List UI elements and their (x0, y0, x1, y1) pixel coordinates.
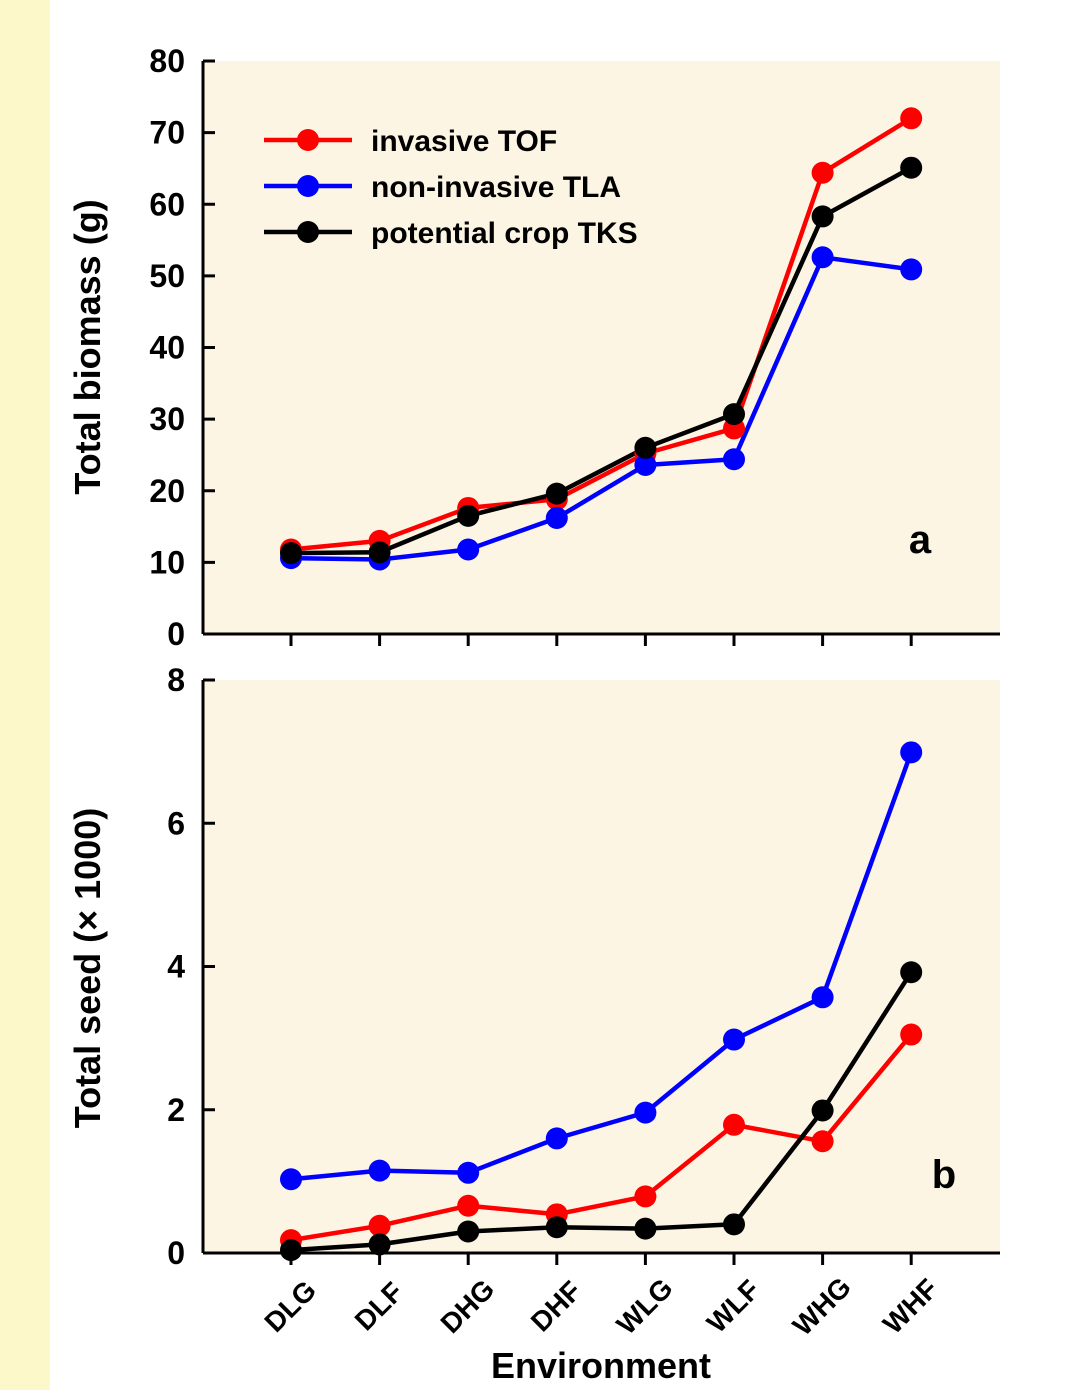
data-point (545, 482, 568, 505)
data-point (811, 1099, 834, 1122)
series-line (290, 970, 914, 1253)
data-point (634, 1185, 657, 1208)
legend-marker (297, 221, 319, 243)
data-point (368, 1233, 391, 1256)
data-point (900, 1023, 923, 1046)
data-point (634, 1101, 657, 1124)
x-tick-label: WLG (611, 1272, 679, 1340)
y-tick-label: 4 (167, 949, 185, 985)
x-tick-label: WHF (877, 1273, 944, 1340)
x-tick-label: WHG (787, 1271, 857, 1341)
panel-label: b (932, 1153, 956, 1197)
data-point (634, 1217, 657, 1240)
data-point (811, 1130, 834, 1153)
data-point (811, 161, 834, 184)
data-point (900, 107, 923, 130)
data-point (545, 1127, 568, 1150)
legend-label: invasive TOF (371, 125, 557, 158)
data-point (280, 1168, 302, 1191)
y-tick-label: 0 (167, 1235, 185, 1271)
data-point (900, 156, 923, 179)
legend-marker (297, 175, 319, 197)
data-point (811, 986, 834, 1009)
x-tick-label: DHF (525, 1275, 588, 1338)
data-point (545, 1216, 568, 1239)
y-tick-label: 80 (149, 43, 185, 79)
data-point (545, 506, 568, 529)
data-point (368, 1159, 391, 1182)
y-tick-label: 10 (149, 544, 185, 580)
y-axis-label: Total biomass (g) (67, 199, 108, 494)
data-point (900, 258, 923, 281)
data-point (280, 542, 302, 565)
data-point (457, 538, 480, 561)
panel-label: a (909, 518, 932, 562)
y-tick-label: 30 (149, 401, 185, 437)
data-point (723, 1213, 745, 1236)
data-point (811, 246, 834, 269)
y-tick-label: 70 (149, 115, 185, 151)
y-tick-label: 2 (167, 1092, 185, 1128)
x-tick-label: DLG (258, 1274, 322, 1338)
legend-label: potential crop TKS (371, 217, 638, 250)
series-line (290, 255, 912, 562)
data-point (280, 1239, 302, 1262)
data-point (457, 504, 480, 527)
x-tick-label: DLF (349, 1276, 409, 1336)
plot-area-1 (203, 61, 1000, 634)
data-point (900, 741, 923, 764)
data-point (457, 1194, 480, 1217)
data-point (368, 541, 391, 564)
legend-label: non-invasive TLA (371, 171, 621, 204)
data-point (368, 1214, 391, 1237)
y-tick-label: 0 (167, 616, 185, 652)
y-tick-label: 40 (149, 330, 185, 366)
x-tick-label: WLF (701, 1274, 766, 1339)
y-tick-label: 50 (149, 258, 185, 294)
data-point (634, 453, 657, 476)
x-axis-label: Environment (491, 1345, 711, 1386)
y-axis-label: Total seed (× 1000) (67, 808, 108, 1128)
data-point (634, 436, 657, 459)
plot-area-2 (203, 680, 1000, 1253)
y-tick-label: 60 (149, 186, 185, 222)
data-point (811, 205, 834, 228)
series-line (290, 116, 913, 552)
y-tick-label: 6 (167, 805, 185, 841)
data-point (900, 961, 923, 984)
data-point (457, 1161, 480, 1184)
y-tick-label: 8 (167, 662, 185, 698)
series-line (290, 1033, 913, 1243)
data-point (457, 1220, 480, 1243)
data-point (723, 403, 745, 426)
legend-marker (297, 129, 319, 151)
y-tick-label: 20 (149, 473, 185, 509)
series-line (290, 751, 914, 1182)
x-tick-label: DHG (435, 1273, 501, 1339)
data-point (723, 448, 745, 471)
data-point (723, 1028, 745, 1051)
data-point (723, 1113, 745, 1136)
series-line (290, 165, 913, 556)
